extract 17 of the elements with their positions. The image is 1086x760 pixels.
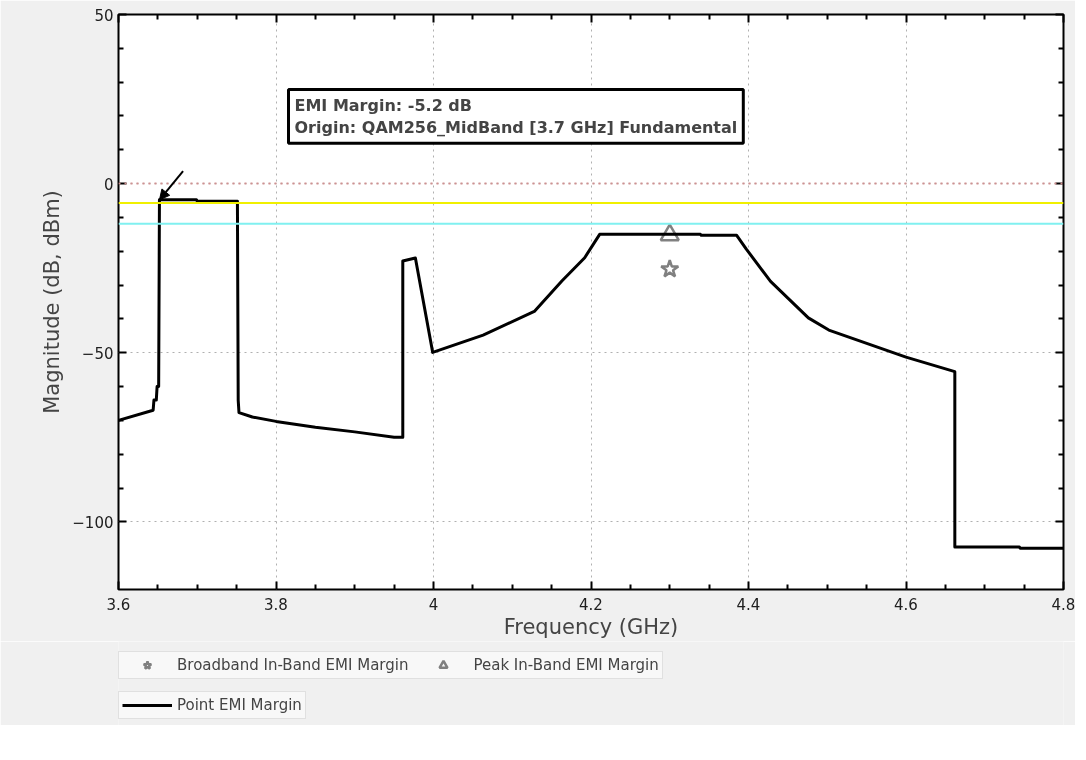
y-tick-label: 0 <box>103 175 114 194</box>
x-tick-label: 3.8 <box>264 595 288 614</box>
x-tick-label: 4 <box>428 595 439 614</box>
x-tick-label: 4.4 <box>736 595 761 614</box>
y-axis-title: Magnitude (dB, dBm) <box>40 190 65 414</box>
x-axis-title: Frequency (GHz) <box>503 614 679 639</box>
x-tick-label: 3.6 <box>106 595 131 614</box>
x-tick-label: 4.2 <box>579 595 603 614</box>
legend-label: Broadband In-Band EMI Margin <box>177 656 409 674</box>
x-tick-label: 4.6 <box>894 595 918 614</box>
y-tick-label: −50 <box>81 344 114 363</box>
y-tick-label: 50 <box>94 6 114 25</box>
legend-label: Point EMI Margin <box>177 696 302 714</box>
annotation: EMI Margin: -5.2 dB Origin: QAM256_MidBand [3.7 GHz] Fundamental <box>294 95 738 138</box>
y-tick-label: −100 <box>72 513 114 532</box>
legend-label: Peak In-Band EMI Margin <box>473 656 659 674</box>
x-tick-label: 4.8 <box>1051 595 1076 614</box>
